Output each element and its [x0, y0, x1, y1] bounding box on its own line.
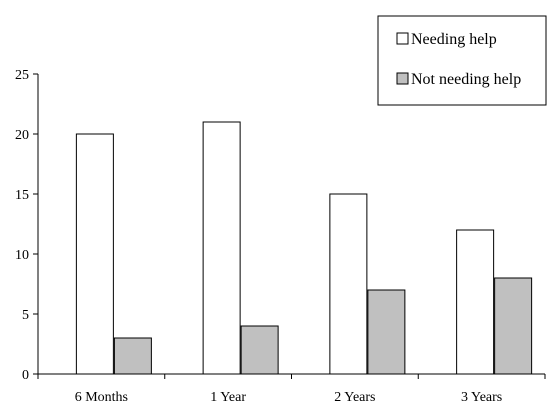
x-tick-label: 1 Year	[210, 390, 246, 405]
bar-needing-help	[456, 229, 495, 375]
legend-label: Not needing help	[411, 71, 521, 88]
bar-needing-help	[202, 121, 241, 375]
chart-bars	[75, 121, 533, 375]
y-tick-label: 20	[15, 128, 29, 143]
y-tick-label: 25	[15, 68, 29, 83]
x-tick-label: 2 Years	[334, 390, 375, 405]
legend: Needing help Not needing help	[377, 15, 547, 106]
bar-not-needing-help	[494, 277, 533, 375]
bar-not-needing-help	[113, 337, 152, 375]
x-tick-label: 3 Years	[461, 390, 502, 405]
legend-swatch	[396, 32, 409, 45]
legend-label: Needing help	[411, 31, 497, 48]
y-tick-label: 15	[15, 188, 29, 203]
y-tick-label: 10	[15, 248, 29, 263]
bar-needing-help	[75, 133, 114, 375]
y-tick-label: 5	[22, 308, 29, 323]
legend-swatch	[396, 72, 409, 85]
y-tick-label: 0	[22, 368, 29, 383]
bar-needing-help	[329, 193, 368, 375]
legend-box	[377, 15, 547, 106]
chart-axes: 0 5 10 15 20 25 6 Months 1 Year 2 Years 3 Years	[15, 68, 546, 405]
x-tick-label: 6 Months	[75, 390, 128, 405]
bar-not-needing-help	[240, 325, 279, 375]
bar-not-needing-help	[367, 289, 406, 375]
